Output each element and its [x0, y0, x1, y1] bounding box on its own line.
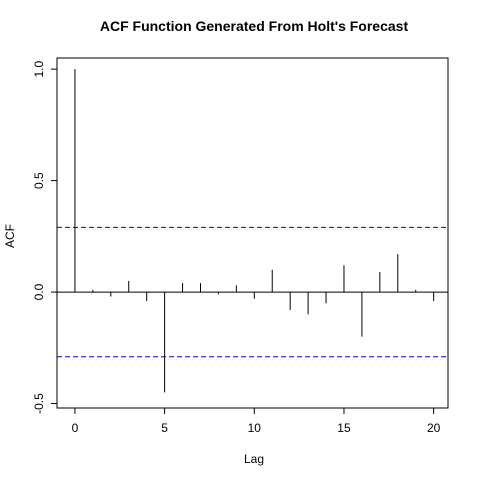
x-tick-label: 5 [161, 421, 168, 435]
y-tick-label: 1.0 [32, 60, 46, 77]
confidence-bounds [57, 226, 448, 358]
y-axis: -0.5 0.0 0.5 1.0 [32, 60, 57, 414]
y-tick-label: -0.5 [32, 393, 46, 414]
x-tick-label: 10 [248, 421, 262, 435]
x-tick-label: 0 [72, 421, 79, 435]
y-tick-label: 0.5 [32, 172, 46, 189]
x-axis-label: Lag [244, 452, 264, 466]
chart-title: ACF Function Generated From Holt's Forec… [100, 18, 409, 34]
x-axis: 0 5 10 15 20 [72, 408, 441, 435]
y-axis-label: ACF [3, 224, 17, 248]
x-tick-label: 15 [337, 421, 351, 435]
y-tick-label: 0.0 [32, 283, 46, 300]
x-tick-label: 20 [427, 421, 441, 435]
acf-bars [74, 69, 435, 393]
plot-frame [56, 57, 449, 409]
